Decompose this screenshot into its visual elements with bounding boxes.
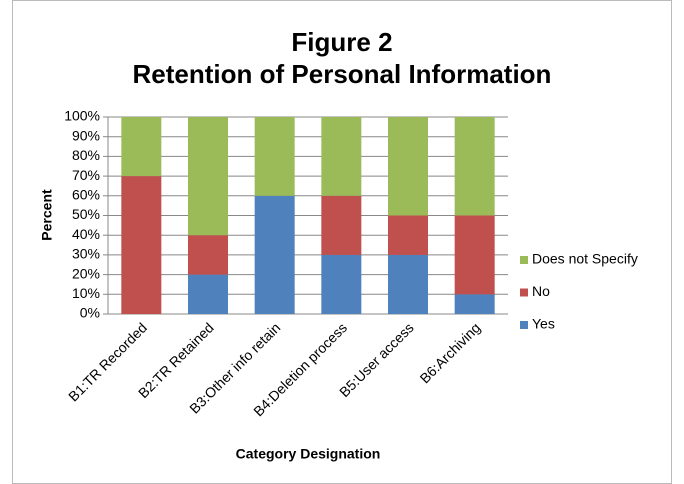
bar-segment [454, 215, 495, 295]
y-axis-title: Percent [39, 189, 55, 241]
y-tick-label: 80% [72, 147, 100, 163]
chart-title: Figure 2 [291, 27, 392, 57]
bar-segment [388, 117, 428, 216]
y-tick-label: 30% [72, 246, 100, 262]
bar-segment [188, 235, 228, 275]
y-tick-label: 0% [80, 305, 100, 321]
bar-segment [388, 215, 428, 255]
legend-swatch [520, 321, 528, 329]
bar-segment [121, 117, 162, 177]
bar-segment [121, 176, 162, 314]
bar-segment [388, 254, 428, 314]
y-tick-label: 20% [72, 265, 100, 281]
y-tick-label: 100% [64, 108, 100, 124]
y-tick-label: 90% [72, 127, 100, 143]
legend-label: Does not Specify [532, 251, 638, 267]
legend-swatch [520, 288, 528, 297]
bar-segment [254, 117, 295, 196]
bar-segment [321, 117, 362, 196]
y-tick-label: 60% [72, 187, 100, 203]
bar-segment [254, 195, 295, 314]
bar-segment [321, 254, 362, 314]
y-tick-label: 70% [72, 167, 100, 183]
chart-subtitle: Retention of Personal Information [133, 59, 552, 89]
legend-swatch [520, 256, 528, 264]
y-tick-label: 10% [72, 285, 100, 301]
legend-label: Yes [532, 316, 555, 332]
y-tick-label: 40% [72, 226, 100, 242]
bar-segment [188, 117, 228, 236]
legend-label: No [532, 283, 550, 299]
bar-segment [188, 274, 228, 314]
bar-segment [454, 117, 495, 216]
bar-segment [321, 195, 362, 255]
y-tick-label: 50% [72, 206, 100, 222]
x-axis-title: Category Designation [236, 446, 381, 462]
bar-segment [454, 294, 495, 314]
